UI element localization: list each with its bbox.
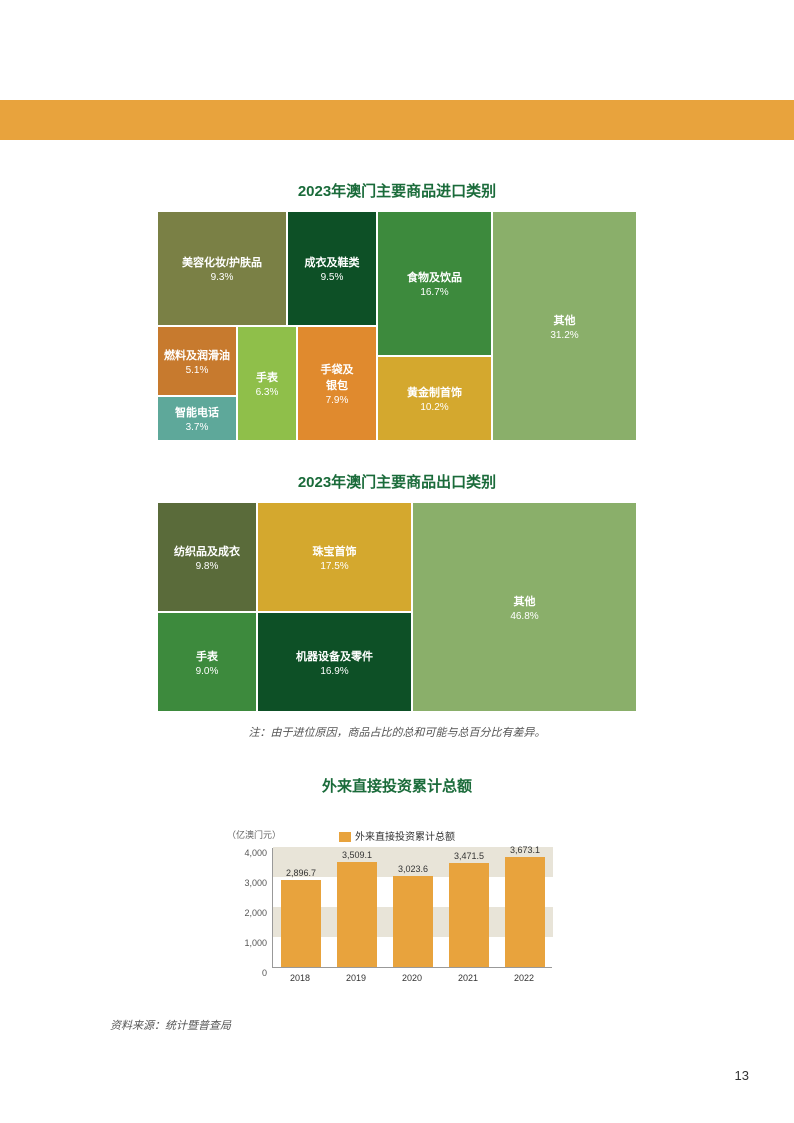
treemap-cell: 机器设备及零件16.9%: [257, 612, 412, 712]
bar-title: 外来直接投资累计总额: [227, 775, 567, 796]
x-tick: 2018: [280, 973, 320, 983]
data-source: 资料来源：统计暨普查局: [110, 1017, 231, 1033]
treemap-cell: 黄金制首饰10.2%: [377, 356, 492, 441]
page-number: 13: [735, 1068, 749, 1083]
plot-area: 01,0002,0003,0004,0002,896.73,509.13,023…: [272, 848, 552, 968]
x-tick: 2021: [448, 973, 488, 983]
y-tick: 3,000: [244, 878, 267, 888]
y-tick: 1,000: [244, 938, 267, 948]
imports-treemap: 美容化妆/护肤品9.3%成衣及鞋类9.5%食物及饮品16.7%其他31.2% 燃料…: [157, 211, 637, 441]
exports-treemap: 纺织品及成衣9.8%手表9.0%珠宝首饰17.5%机器设备及零件16.9%其他4…: [157, 502, 637, 712]
bar-value-label: 2,896.7: [276, 868, 326, 878]
bar: [281, 880, 321, 967]
bar-value-label: 3,471.5: [444, 851, 494, 861]
bar-value-label: 3,509.1: [332, 850, 382, 860]
treemap-cell: 成衣及鞋类9.5%: [287, 211, 377, 326]
rounding-note: 注：由于进位原因，商品占比的总和可能与总百分比有差异。: [157, 724, 637, 740]
treemap-cell: 手袋及银包7.9%: [297, 326, 377, 441]
y-tick: 4,000: [244, 848, 267, 858]
imports-title: 2023年澳门主要商品进口类别: [0, 180, 794, 201]
bar: [449, 863, 489, 967]
treemap-cell: 手表9.0%: [157, 612, 257, 712]
bar-chart: （亿澳门元） 0 1,000 2,000 3,000 4,000 2,896.7 3,509…: [227, 828, 567, 1008]
bar: [337, 862, 377, 967]
bar-value-label: 3,023.6: [388, 864, 438, 874]
x-tick: 2019: [336, 973, 376, 983]
treemap-cell: 手表6.3%: [237, 326, 297, 441]
bar-chart-container: 外来直接投资累计总额 （亿澳门元） 0 1,000 2,000 3,000 4,000 2…: [227, 775, 567, 1008]
exports-title: 2023年澳门主要商品出口类别: [0, 471, 794, 492]
x-tick: 2022: [504, 973, 544, 983]
page-content: 2023年澳门主要商品进口类别 美容化妆/护肤品9.3%成衣及鞋类9.5%食物及…: [0, 180, 794, 1008]
treemap-cell: 纺织品及成衣9.8%: [157, 502, 257, 612]
bar: [393, 876, 433, 967]
treemap-cell: 智能电话3.7%: [157, 396, 237, 441]
bar-value-label: 3,673.1: [500, 845, 550, 855]
legend-swatch: [339, 832, 351, 842]
y-tick: 0: [262, 968, 267, 978]
legend-label: 外来直接投资累计总额: [355, 832, 455, 843]
treemap-cell: 珠宝首饰17.5%: [257, 502, 412, 612]
bar: [505, 857, 545, 967]
header-band: [0, 100, 794, 140]
treemap-cell: 美容化妆/护肤品9.3%: [157, 211, 287, 326]
x-tick: 2020: [392, 973, 432, 983]
treemap-cell: 燃料及润滑油5.1%: [157, 326, 237, 396]
y-axis-label: （亿澳门元）: [227, 828, 281, 841]
treemap-cell: 其他46.8%: [412, 502, 637, 712]
y-tick: 2,000: [244, 908, 267, 918]
treemap-cell: 食物及饮品16.7%: [377, 211, 492, 356]
treemap-cell: 其他31.2%: [492, 211, 637, 441]
